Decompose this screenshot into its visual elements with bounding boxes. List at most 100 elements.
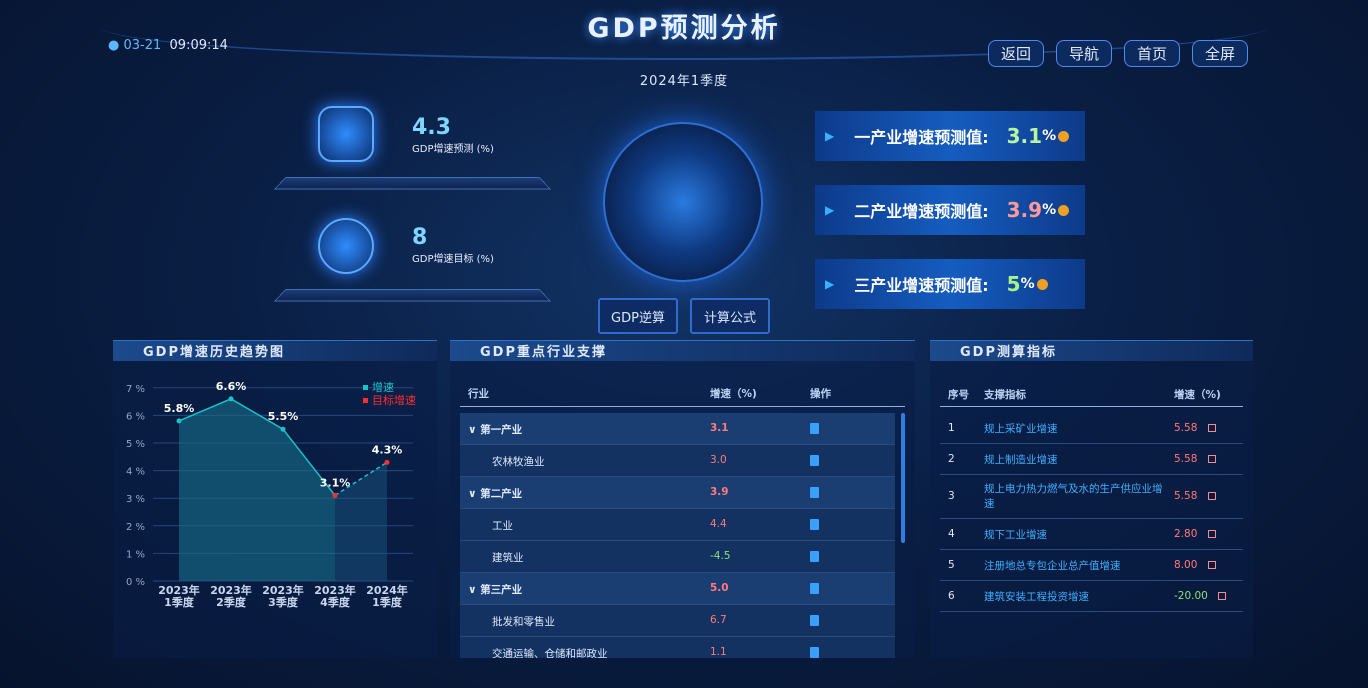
clock: ● 03-21 09:09:14: [108, 38, 228, 53]
table-row: 工业 4.4: [460, 509, 895, 541]
table-row: 2 规上制造业增速 5.58: [940, 444, 1243, 475]
header-cell: 行业: [468, 388, 489, 400]
forecast-unit: %: [1042, 128, 1057, 144]
y-tick-label: 5 %: [126, 439, 145, 450]
table-row: 农林牧渔业 3.0: [460, 445, 895, 477]
table-header: 行业 增速（%) 操作: [460, 381, 905, 407]
table-row: 3 规上电力热力燃气及水的生产供应业增速 5.58: [940, 475, 1243, 519]
row-index: 6: [948, 589, 955, 602]
table-row: 5 注册地总专包企业总产值增速 8.00: [940, 550, 1243, 581]
legend-label: 增速: [372, 380, 394, 394]
doc-icon[interactable]: [810, 583, 819, 594]
info-icon: [1058, 204, 1070, 216]
table-row: ∨ 第三产业 5.0: [460, 573, 895, 605]
line: [178, 398, 336, 496]
forecast-label: 三产业增速预测值:: [854, 276, 989, 295]
nav-button[interactable]: 返回: [988, 40, 1045, 67]
growth: 5.58: [1174, 490, 1198, 502]
panel-title: GDP测算指标: [930, 341, 1253, 361]
forecast-value: 5: [1006, 272, 1021, 296]
y-tick-label: 7 %: [126, 384, 145, 395]
edit-icon[interactable]: [1208, 454, 1216, 463]
forecast-label: 一产业增速预测值:: [854, 128, 989, 147]
data-label: 5.5%: [268, 410, 299, 423]
indicator-name: 规上制造业增速: [984, 453, 1058, 466]
date: 03-21: [123, 38, 162, 53]
kpi-label: GDP增速预测 (%): [412, 144, 494, 155]
kpi: 4.3 GDP增速预测 (%): [412, 115, 494, 155]
table-row: 6 建筑安装工程投资增速 -20.00: [940, 581, 1243, 612]
data-label: 5.8%: [164, 402, 195, 415]
info-icon: [1036, 278, 1048, 290]
button[interactable]: 计算公式: [690, 298, 770, 334]
edit-icon[interactable]: [1208, 529, 1216, 538]
kpi-value: 8: [412, 225, 428, 250]
growth: 5.0: [710, 582, 729, 594]
header-cell: 支撑指标: [984, 389, 1026, 401]
nav-button[interactable]: 首页: [1124, 40, 1181, 67]
data-label: 6.6%: [216, 380, 247, 393]
button[interactable]: GDP逆算: [598, 298, 678, 334]
y-tick-label: 4 %: [126, 467, 145, 478]
area: [335, 462, 387, 581]
doc-icon[interactable]: [810, 647, 819, 658]
globe: [603, 122, 763, 282]
table-row: ∨ 第二产业 3.9: [460, 477, 895, 509]
row-index: 5: [948, 558, 955, 571]
x-tick-label: 2023年 3季度: [262, 584, 304, 609]
y-tick-label: 6 %: [126, 411, 145, 422]
doc-icon[interactable]: [810, 423, 819, 434]
indicator-table: 序号 支撑指标 增速（%) 1 规上采矿业增速 5.58 2 规上制造业增速 5.58 3 规上电力…: [930, 371, 1253, 658]
row-index: 1: [948, 421, 955, 434]
cell: 批发和零售业: [492, 616, 555, 628]
edit-icon[interactable]: [1208, 423, 1216, 432]
header-cell: 序号: [948, 389, 969, 401]
platform: [273, 289, 552, 302]
table-row: 批发和零售业 6.7: [460, 605, 895, 637]
arrow: ▶: [825, 203, 835, 217]
doc-icon[interactable]: [810, 519, 819, 530]
row-index: 4: [948, 527, 955, 540]
cell: ∨ 第二产业: [468, 488, 523, 500]
time: 09:09:14: [169, 38, 228, 53]
doc-icon[interactable]: [810, 487, 819, 498]
table-header: 序号 支撑指标 增速（%): [940, 381, 1243, 407]
edit-icon[interactable]: [1208, 560, 1216, 569]
growth: -4.5: [710, 550, 731, 562]
doc-icon[interactable]: [810, 455, 819, 466]
forecast-unit: %: [1042, 202, 1057, 218]
forecast: ▶ 二产业增速预测值: 3.9%: [815, 185, 1085, 235]
growth: 3.1: [710, 422, 729, 434]
growth: 3.9: [710, 486, 729, 498]
arrow: ▶: [825, 277, 835, 291]
point: [228, 396, 234, 402]
table-row: ∨ 第一产业 3.1: [460, 413, 895, 445]
forecast: ▶ 一产业增速预测值: 3.1%: [815, 111, 1085, 161]
doc-icon[interactable]: [810, 615, 819, 626]
row-index: 3: [948, 490, 955, 502]
row-index: 2: [948, 452, 955, 465]
table-row: 4 规下工业增速 2.80: [940, 519, 1243, 550]
doc-icon[interactable]: [810, 551, 819, 562]
nav-button[interactable]: 全屏: [1192, 40, 1249, 67]
forecast-label: 二产业增速预测值:: [854, 202, 989, 221]
y-tick-label: 2 %: [126, 522, 145, 533]
header-frame: [100, 0, 1268, 60]
x-tick-label: 2023年 1季度: [158, 584, 200, 609]
period: 2024年1季度: [639, 74, 729, 89]
table-row: 1 规上采矿业增速 5.58: [940, 413, 1243, 444]
kpi-label: GDP增速目标 (%): [412, 254, 494, 265]
edit-icon[interactable]: [1208, 492, 1216, 500]
edit-icon[interactable]: [1218, 591, 1226, 600]
scrollbar: [901, 413, 905, 543]
cell: ∨ 第三产业: [468, 584, 523, 596]
y-tick-label: 0 %: [126, 577, 145, 588]
y-tick-label: 3 %: [126, 494, 145, 505]
line: [334, 461, 388, 497]
header-cell: 操作: [810, 388, 831, 400]
chart-area: 0 % 1 % 2 % 3 % 4 % 5 % 6 % 7 % 5.8% 6.6% 5.5% 3.1%…: [113, 371, 437, 658]
nav-button[interactable]: 导航: [1056, 40, 1113, 67]
data-label: 3.1%: [320, 476, 351, 489]
growth: 5.58: [1174, 421, 1198, 434]
